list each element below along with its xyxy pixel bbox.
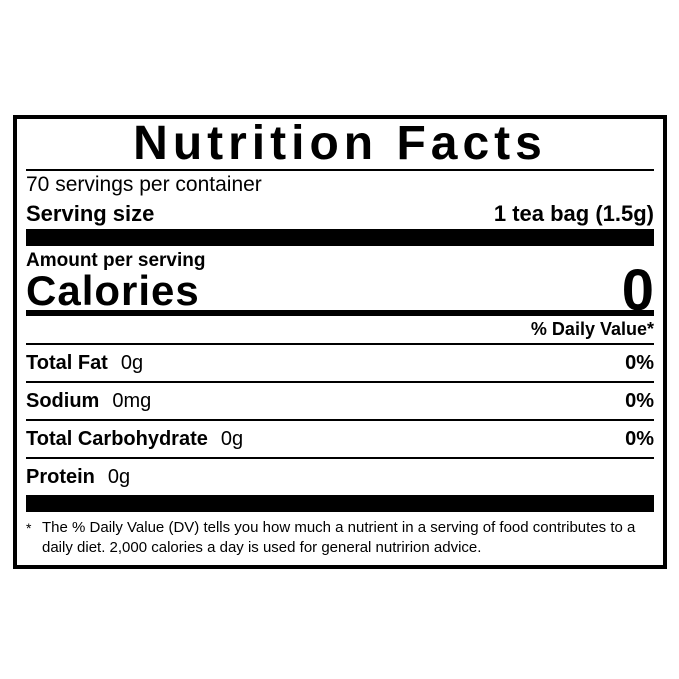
nutrient-amount: 0mg bbox=[112, 390, 152, 412]
footnote-line2: daily diet. 2,000 calories a day is used… bbox=[42, 539, 482, 556]
footnote-text: The % Daily Value (DV) tells you how muc… bbox=[42, 518, 654, 558]
nutrient-dv: 0% bbox=[625, 428, 654, 450]
nutrient-row-sodium: Sodium 0mg 0% bbox=[26, 383, 654, 419]
servings-per-container: 70 servings per container bbox=[26, 173, 262, 196]
nutrient-left: Total Carbohydrate 0g bbox=[26, 421, 243, 457]
calories-divider bbox=[26, 310, 654, 316]
nutrient-name: Total Carbohydrate bbox=[26, 428, 208, 450]
calories-label: Calories bbox=[26, 267, 200, 314]
nutrient-left: Protein 0g bbox=[26, 459, 130, 495]
nutrient-left: Total Fat 0g bbox=[26, 345, 143, 381]
nutrient-row-protein: Protein 0g bbox=[26, 459, 654, 495]
footnote-marker: * bbox=[26, 520, 32, 536]
calories-value: 0 bbox=[621, 258, 654, 323]
thick-bar-top bbox=[26, 229, 654, 246]
serving-size-row: Serving size 1 tea bag (1.5g) bbox=[26, 199, 654, 229]
amount-per-serving-label: Amount per serving bbox=[26, 250, 206, 271]
nutrient-row-total-carbohydrate: Total Carbohydrate 0g 0% bbox=[26, 421, 654, 457]
nutrient-dv: 0% bbox=[625, 352, 654, 374]
nutrient-name: Sodium bbox=[26, 390, 100, 412]
label-title: Nutrition Facts bbox=[133, 117, 547, 170]
nutrient-dv: 0% bbox=[625, 390, 654, 412]
serving-size-value: 1 tea bag (1.5g) bbox=[493, 201, 654, 226]
daily-value-header: % Daily Value* bbox=[530, 319, 654, 339]
nutrient-name: Protein bbox=[26, 466, 95, 488]
nutrient-amount: 0g bbox=[120, 352, 144, 374]
nutrient-amount: 0g bbox=[220, 428, 244, 450]
nutrition-facts-label: Nutrition Facts 70 servings per containe… bbox=[13, 115, 667, 569]
calories-row: Calories 0 bbox=[26, 258, 654, 323]
footnote-line1: The % Daily Value (DV) tells you how muc… bbox=[42, 519, 636, 536]
footnote: * The % Daily Value (DV) tells you how m… bbox=[26, 512, 654, 558]
serving-size-label: Serving size bbox=[26, 201, 155, 226]
title-divider bbox=[26, 169, 654, 171]
thick-bar-bottom bbox=[26, 495, 654, 512]
nutrient-amount: 0g bbox=[107, 466, 131, 488]
nutrient-left: Sodium 0mg bbox=[26, 383, 151, 419]
nutrient-name: Total Fat bbox=[26, 352, 108, 374]
row-divider bbox=[26, 381, 654, 383]
header-divider bbox=[26, 343, 654, 345]
row-divider bbox=[26, 419, 654, 421]
nutrient-row-total-fat: Total Fat 0g 0% bbox=[26, 345, 654, 381]
row-divider bbox=[26, 457, 654, 459]
